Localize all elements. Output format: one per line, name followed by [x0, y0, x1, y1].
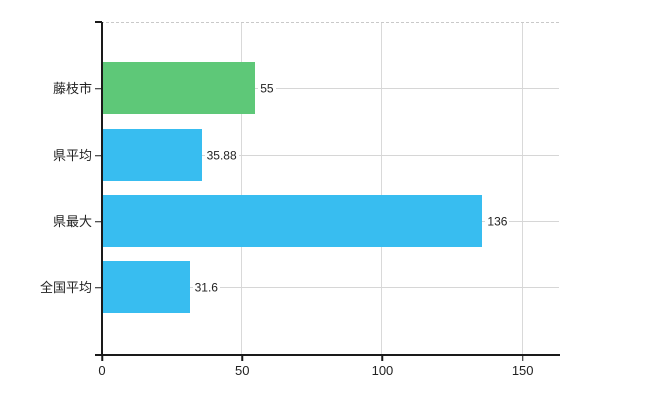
- bar-県平均: [103, 129, 202, 181]
- category-gridline: [101, 287, 559, 288]
- x-tick-label: 100: [371, 363, 394, 378]
- plot-top-border: [101, 22, 559, 23]
- x-tick-label: 50: [234, 363, 250, 378]
- y-axis-tick: [95, 87, 102, 90]
- x-axis-tick: [101, 355, 103, 361]
- category-label: 県最大: [52, 213, 92, 229]
- bar-県最大: [103, 195, 483, 247]
- x-gridline: [521, 23, 523, 354]
- x-axis-tick: [521, 355, 524, 361]
- y-axis-tick: [95, 154, 102, 157]
- y-axis-tick: [95, 220, 102, 223]
- category-gridline: [101, 88, 559, 89]
- category-label: 藤枝市: [52, 80, 92, 96]
- x-gridline: [241, 23, 243, 354]
- x-gridline: [381, 23, 383, 354]
- value-label: 31.6: [192, 280, 220, 295]
- category-label: 全国平均: [39, 279, 92, 295]
- x-tick-label: 150: [511, 363, 534, 378]
- x-axis-tick: [241, 355, 243, 361]
- bar-藤枝市: [103, 62, 256, 114]
- value-label: 35.88: [204, 148, 239, 163]
- value-label: 136: [485, 214, 510, 229]
- plot-area: 55 35.88 136 31.6: [101, 22, 559, 355]
- y-axis-top-tick: [95, 21, 102, 23]
- value-label: 55: [258, 81, 276, 96]
- y-axis-tick: [95, 286, 102, 289]
- x-axis-tick: [381, 355, 384, 361]
- bar-全国平均: [103, 261, 190, 313]
- y-axis-line: [101, 22, 103, 354]
- x-axis-line: [95, 354, 560, 356]
- category-gridline: [101, 155, 559, 156]
- x-tick-label: 0: [98, 363, 106, 378]
- category-label: 県平均: [52, 147, 92, 163]
